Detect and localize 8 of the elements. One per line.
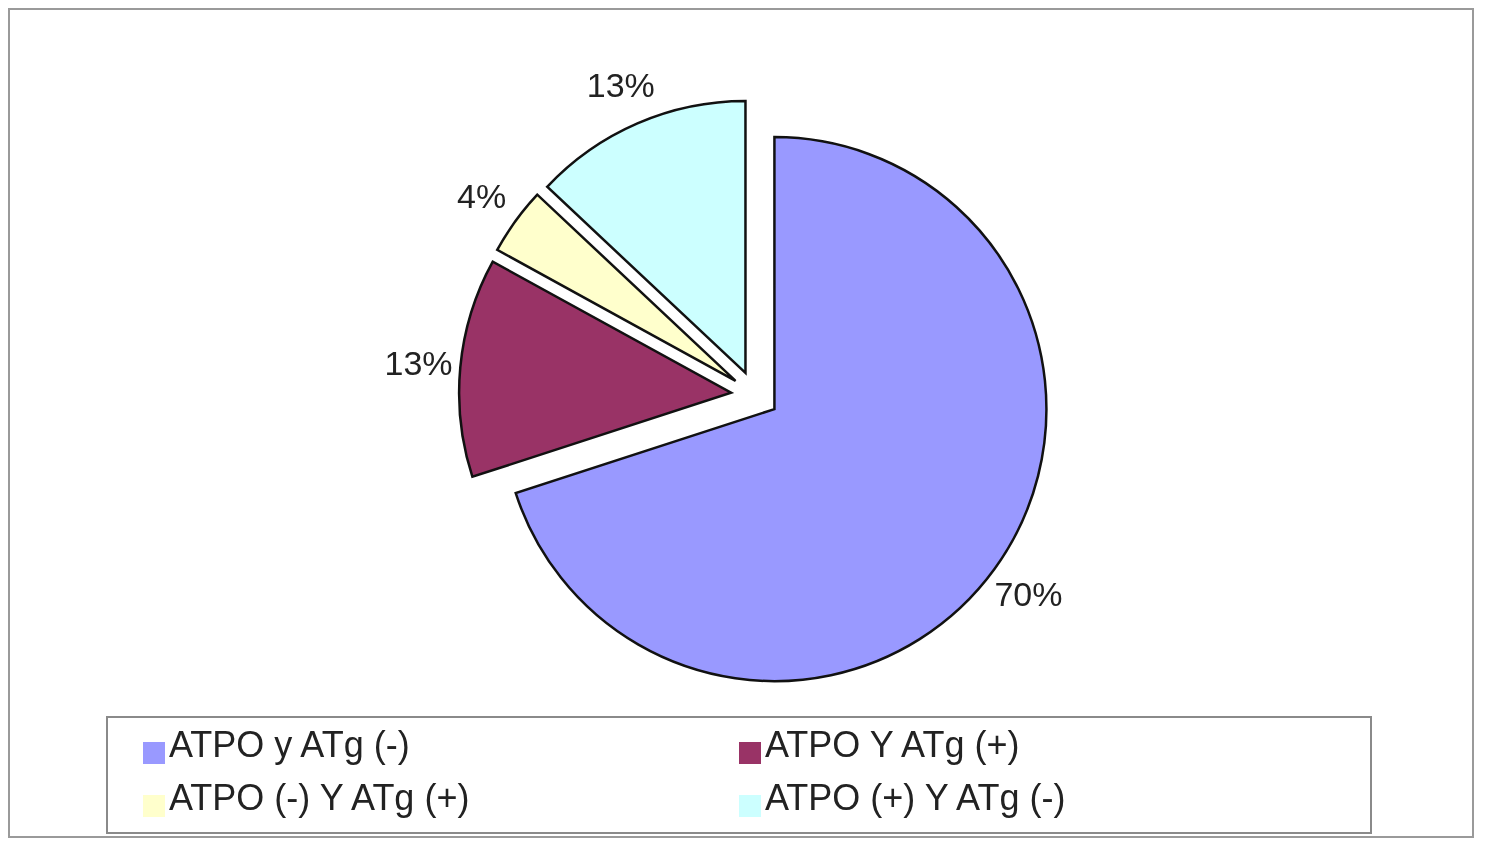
legend-label: ATPO y ATg (-) <box>169 723 411 767</box>
legend-label: ATPO (+) Y ATg (-) <box>765 776 1067 820</box>
data-label: 4% <box>456 177 507 216</box>
legend-label: ATPO Y ATg (+) <box>765 723 1021 767</box>
data-label: 13% <box>384 344 453 383</box>
data-label: 13% <box>586 65 655 104</box>
data-label: 70% <box>994 574 1063 613</box>
legend-label: ATPO (-) Y ATg (+) <box>169 776 471 820</box>
